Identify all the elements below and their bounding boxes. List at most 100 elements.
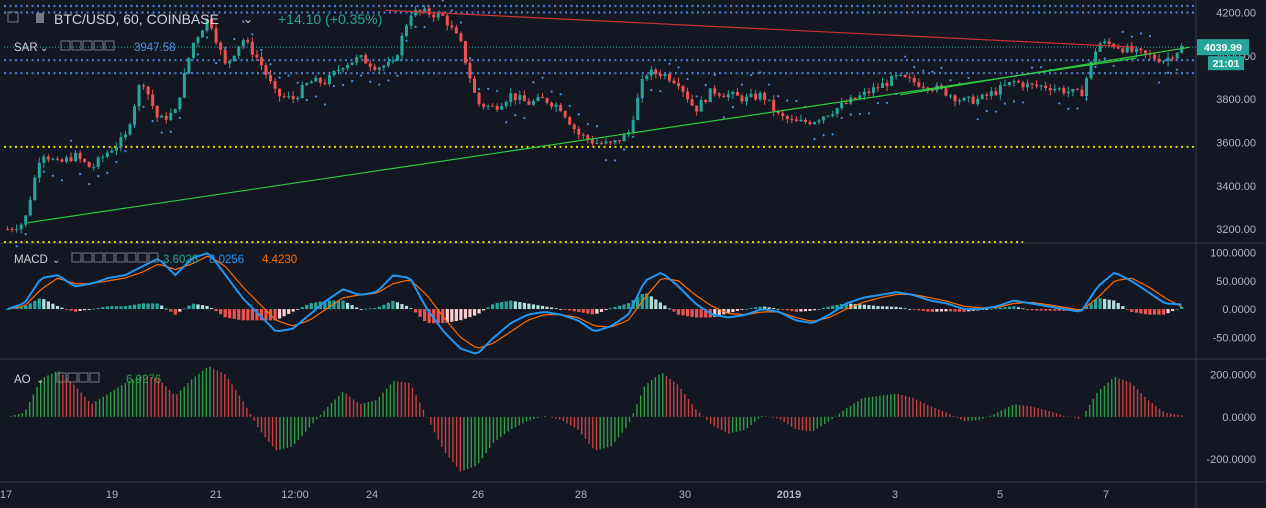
candle-body[interactable] xyxy=(980,94,984,99)
candle-body[interactable] xyxy=(1057,88,1061,90)
candle-body[interactable] xyxy=(563,111,567,118)
macd-legend-control-icon-0[interactable] xyxy=(71,252,82,263)
candle-body[interactable] xyxy=(173,109,177,114)
candle-body[interactable] xyxy=(405,25,409,36)
candle-body[interactable] xyxy=(305,83,309,86)
candle-body[interactable] xyxy=(1139,48,1143,51)
candle-body[interactable] xyxy=(994,91,998,95)
candle-body[interactable] xyxy=(314,77,318,82)
candle-body[interactable] xyxy=(332,71,336,76)
candle-body[interactable] xyxy=(1166,57,1170,62)
candle-body[interactable] xyxy=(871,87,875,94)
candle-body[interactable] xyxy=(876,87,880,89)
candle-body[interactable] xyxy=(695,105,699,112)
candle-body[interactable] xyxy=(500,106,504,110)
ao-legend-control-icon-2[interactable] xyxy=(78,372,89,383)
macd-legend-control-icon-2[interactable] xyxy=(93,252,104,263)
candle-body[interactable] xyxy=(169,113,173,120)
candle-body[interactable] xyxy=(368,63,372,67)
candle-body[interactable] xyxy=(355,57,359,63)
candle-body[interactable] xyxy=(219,42,223,50)
candle-body[interactable] xyxy=(745,96,749,102)
candle-body[interactable] xyxy=(359,55,363,58)
candle-body[interactable] xyxy=(1157,58,1161,63)
candle-body[interactable] xyxy=(813,122,817,125)
candle-body[interactable] xyxy=(1175,52,1179,59)
candle-body[interactable] xyxy=(781,113,785,117)
candle-body[interactable] xyxy=(205,18,209,31)
candle-body[interactable] xyxy=(255,54,259,58)
candle-body[interactable] xyxy=(1143,50,1147,54)
candle-body[interactable] xyxy=(908,77,912,79)
candle-body[interactable] xyxy=(246,40,250,43)
candle-body[interactable] xyxy=(196,37,200,43)
candle-body[interactable] xyxy=(373,66,377,70)
candle-body[interactable] xyxy=(309,81,313,84)
candle-body[interactable] xyxy=(808,122,812,125)
candle-body[interactable] xyxy=(318,77,322,83)
candle-body[interactable] xyxy=(264,65,268,75)
candle-body[interactable] xyxy=(890,75,894,86)
macd-legend-control-icon-7[interactable] xyxy=(148,252,159,263)
candle-body[interactable] xyxy=(454,27,458,34)
candle-body[interactable] xyxy=(599,143,603,145)
candle-body[interactable] xyxy=(237,46,241,56)
candle-body[interactable] xyxy=(609,141,613,143)
candle-body[interactable] xyxy=(495,106,499,110)
candle-body[interactable] xyxy=(287,95,291,97)
candle-body[interactable] xyxy=(24,215,28,225)
candle-body[interactable] xyxy=(1121,48,1125,53)
candle-body[interactable] xyxy=(749,93,753,97)
candle-body[interactable] xyxy=(930,89,934,91)
candle-body[interactable] xyxy=(87,161,91,168)
candle-body[interactable] xyxy=(78,152,82,159)
candle-body[interactable] xyxy=(400,35,404,56)
candle-body[interactable] xyxy=(1130,45,1134,52)
candle-body[interactable] xyxy=(704,99,708,103)
candle-body[interactable] xyxy=(350,62,354,65)
macd-legend-control-icon-4[interactable] xyxy=(115,252,126,263)
candle-body[interactable] xyxy=(142,85,146,87)
candle-body[interactable] xyxy=(395,55,399,61)
candle-body[interactable] xyxy=(1053,88,1057,91)
candle-body[interactable] xyxy=(1075,88,1079,90)
candle-body[interactable] xyxy=(382,65,386,68)
candle-body[interactable] xyxy=(241,40,245,47)
candle-body[interactable] xyxy=(1016,81,1020,83)
candle-body[interactable] xyxy=(250,42,254,55)
candle-body[interactable] xyxy=(423,8,427,12)
candle-body[interactable] xyxy=(772,99,776,112)
candle-body[interactable] xyxy=(1071,88,1075,92)
candle-body[interactable] xyxy=(119,137,123,147)
candle-body[interactable] xyxy=(96,157,100,167)
candle-body[interactable] xyxy=(327,75,331,85)
candle-body[interactable] xyxy=(1035,84,1039,87)
candle-body[interactable] xyxy=(858,95,862,99)
candle-body[interactable] xyxy=(414,9,418,16)
candle-body[interactable] xyxy=(822,116,826,121)
candle-body[interactable] xyxy=(840,102,844,109)
candle-body[interactable] xyxy=(640,78,644,98)
candle-body[interactable] xyxy=(300,85,304,98)
candle-body[interactable] xyxy=(341,68,345,70)
candle-body[interactable] xyxy=(1107,41,1111,44)
candle-body[interactable] xyxy=(214,28,218,43)
candle-body[interactable] xyxy=(6,229,10,231)
candle-body[interactable] xyxy=(1084,78,1088,97)
sar-legend-control-icon-1[interactable] xyxy=(71,40,82,51)
rising-trendline[interactable] xyxy=(27,57,1137,224)
candle-body[interactable] xyxy=(187,57,191,73)
candle-body[interactable] xyxy=(717,93,721,96)
candle-body[interactable] xyxy=(654,69,658,74)
candle-body[interactable] xyxy=(19,224,23,230)
candle-body[interactable] xyxy=(998,85,1002,95)
candle-body[interactable] xyxy=(894,75,898,77)
candle-body[interactable] xyxy=(527,101,531,105)
candle-body[interactable] xyxy=(545,98,549,103)
candle-body[interactable] xyxy=(572,124,576,129)
candle-body[interactable] xyxy=(726,94,730,98)
candle-body[interactable] xyxy=(844,102,848,104)
candle-body[interactable] xyxy=(42,156,46,163)
candle-body[interactable] xyxy=(595,143,599,145)
